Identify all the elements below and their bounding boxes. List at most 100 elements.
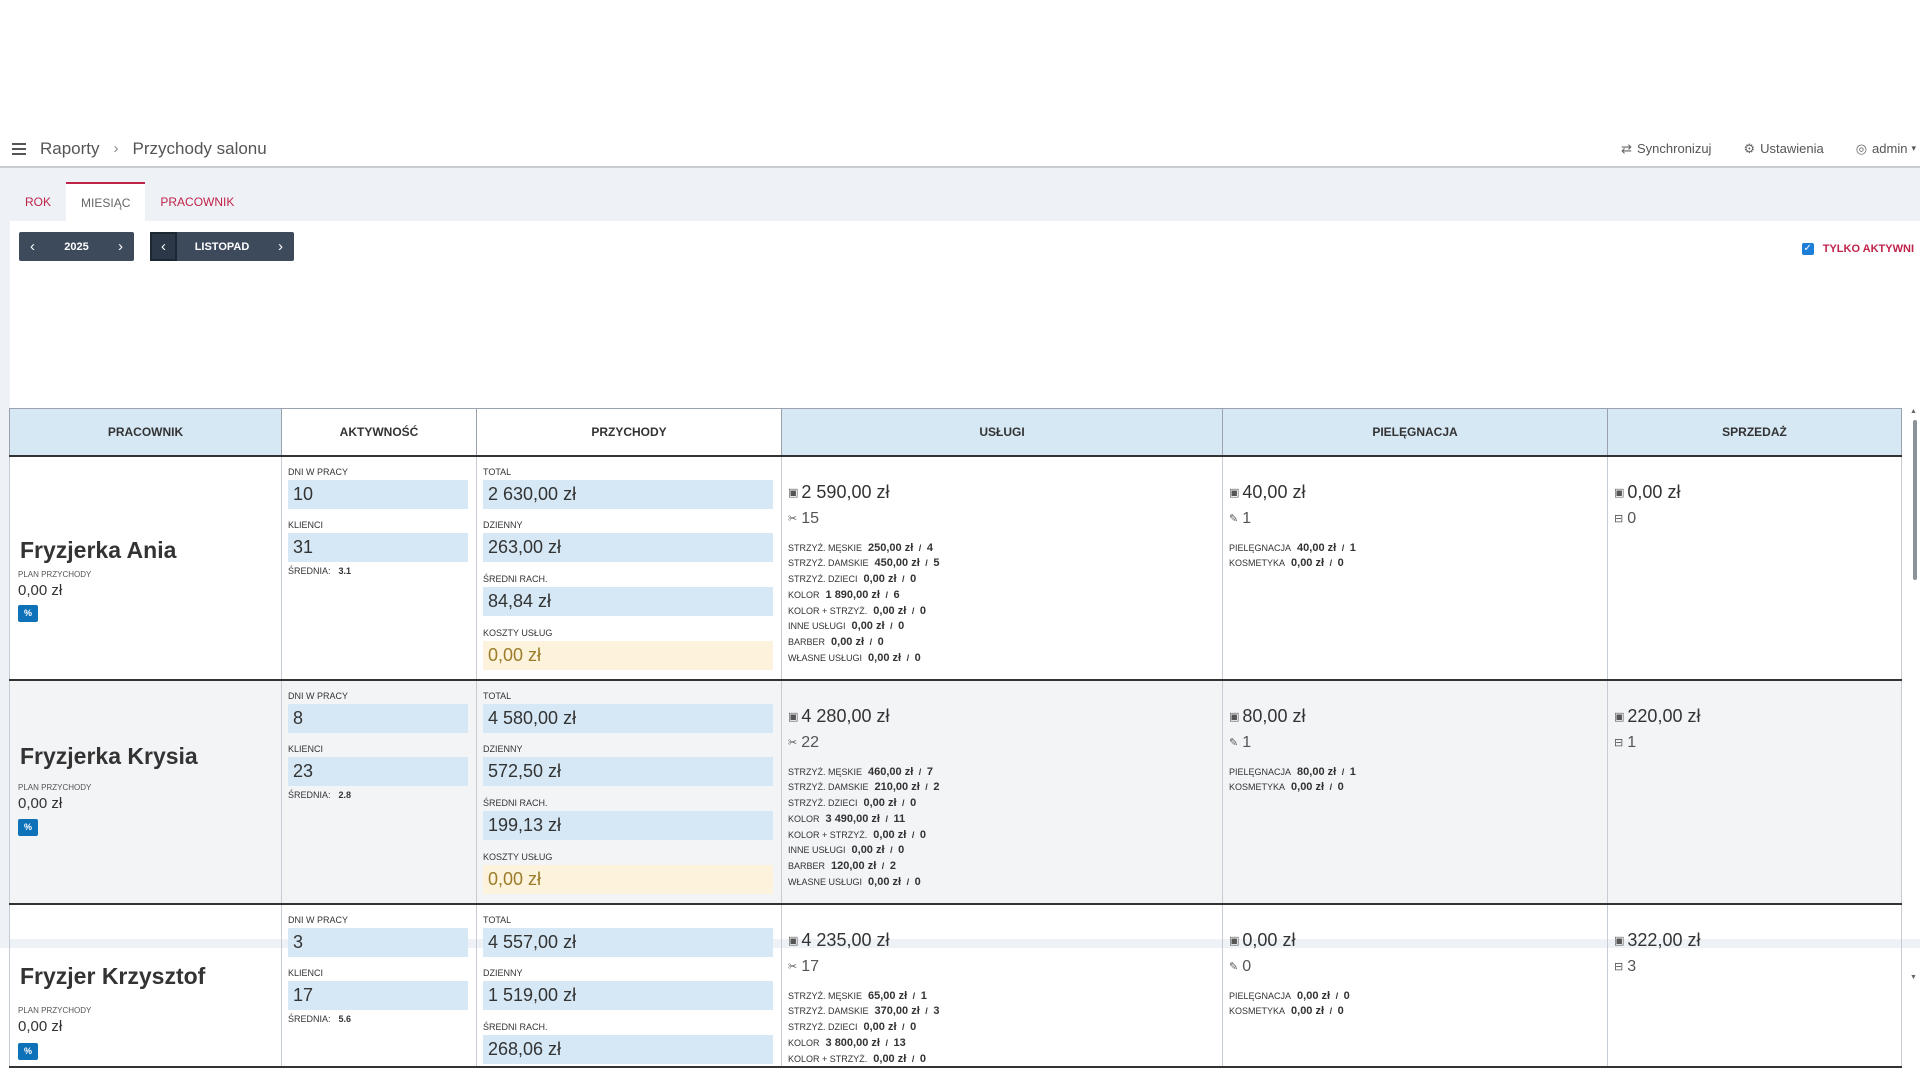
service-line: WŁASNE USŁUGI 0,00 zł / 0: [788, 875, 939, 891]
cost-block: KOSZTY USŁUG 0,00 zł: [483, 628, 773, 670]
services-total: ▣ 2 590,00 zł: [788, 482, 889, 503]
scroll-down-icon[interactable]: ▼: [1910, 974, 1917, 981]
settings-label: Ustawienia: [1760, 141, 1824, 156]
service-line: STRZYŻ. DAMSKIE 450,00 zł / 5: [788, 556, 939, 572]
percent-badge[interactable]: %: [18, 1042, 38, 1060]
clients-label: KLIENCI: [288, 519, 324, 530]
year-next-button[interactable]: ›: [118, 238, 123, 255]
service-line: STRZYŻ. DZIECI 0,00 zł / 0: [788, 572, 939, 588]
service-count: 5: [933, 557, 940, 570]
col-header-sales: SPRZEDAŻ: [1607, 408, 1902, 457]
service-count: 0: [919, 1052, 926, 1065]
cost-value: 0,00 zł: [483, 864, 773, 894]
brush-icon: ✎: [1229, 513, 1239, 525]
user-name: admin: [1872, 141, 1908, 156]
service-count: 2: [889, 860, 896, 873]
care-total-value: 80,00 zł: [1242, 705, 1306, 726]
sync-button[interactable]: ⇄ Synchronizuj: [1621, 141, 1711, 157]
service-count: 11: [893, 812, 906, 825]
service-count: 0: [910, 573, 917, 586]
sales-count: ⊟ 1: [1614, 734, 1636, 752]
avg-label: ŚREDNIA:: [288, 565, 331, 576]
service-count: 7: [926, 765, 933, 778]
service-line: KOLOR + STRZYŻ. 0,00 zł / 0: [788, 1052, 939, 1066]
care-count: 0: [1337, 1005, 1344, 1018]
clients-block: KLIENCI 31: [288, 520, 468, 562]
service-line: STRZYŻ. MĘSKIE 250,00 zł / 4: [788, 541, 939, 557]
service-amount: 370,00 zł: [874, 1005, 920, 1018]
service-count: 13: [893, 1036, 906, 1049]
services-cell: ▣ 4 280,00 zł ✂ 22 STRZYŻ. MĘSKIE 460,00 zł /…: [781, 679, 1223, 905]
breadcrumb-root[interactable]: Raporty: [40, 138, 100, 158]
scroll-up-icon[interactable]: ▲: [1910, 408, 1917, 415]
service-sep: /: [906, 653, 910, 664]
cost-block: KOSZTY USŁUG 0,00 zł: [483, 852, 773, 894]
tab-pracownik[interactable]: PRACOWNIK: [160, 194, 235, 209]
avg-bill-value: 84,84 zł: [483, 586, 773, 616]
service-name: WŁASNE USŁUGI: [788, 877, 863, 888]
service-amount: 3 490,00 zł: [825, 812, 880, 825]
only-active-filter[interactable]: ✓ TYLKO AKTYWNI: [1801, 243, 1914, 255]
month-label: LISTOPAD: [194, 240, 250, 253]
scrollbar-thumb[interactable]: [1913, 420, 1917, 580]
sales-count-value: 3: [1627, 957, 1637, 975]
sales-cell: ▣ 220,00 zł ⊟ 1: [1607, 679, 1902, 905]
service-name: KOLOR: [788, 813, 820, 824]
service-line: KOLOR 3 490,00 zł / 11: [788, 812, 939, 828]
table-scrollbar[interactable]: ▲ ▼: [1910, 408, 1919, 981]
services-total: ▣ 4 235,00 zł: [788, 930, 889, 951]
care-total-value: 40,00 zł: [1242, 481, 1306, 502]
month-next-button[interactable]: ›: [278, 238, 283, 255]
employee-name[interactable]: Fryzjerka Ania: [20, 536, 177, 563]
sales-count: ⊟ 3: [1614, 958, 1636, 976]
service-count: 0: [877, 636, 884, 649]
service-line: STRZYŻ. MĘSKIE 460,00 zł / 7: [788, 765, 939, 781]
clients-value: 23: [288, 756, 468, 786]
revenue-cell: TOTAL 4 580,00 zł DZIENNY 572,50 zł ŚREDNI R…: [476, 679, 782, 905]
year-prev-button[interactable]: ‹: [30, 238, 35, 255]
service-sep: /: [902, 1022, 905, 1033]
sales-count-value: 1: [1627, 733, 1637, 751]
tab-miesiac[interactable]: MIESIĄC: [66, 182, 146, 221]
percent-badge[interactable]: %: [18, 604, 38, 622]
service-line: INNE USŁUGI 0,00 zł / 0: [788, 843, 939, 859]
percent-badge[interactable]: %: [18, 818, 38, 836]
service-amount: 0,00 zł: [873, 604, 907, 617]
service-name: BARBER: [788, 861, 826, 872]
menu-icon[interactable]: [12, 142, 26, 155]
user-menu[interactable]: ◎ admin ▾: [1856, 141, 1916, 157]
month-prev-button[interactable]: ‹: [150, 232, 177, 261]
cash-icon: ▣: [1229, 486, 1240, 499]
scissors-icon: ✂: [788, 513, 798, 525]
employee-name[interactable]: Fryzjer Krzysztof: [20, 962, 206, 989]
service-amount: 0,00 zł: [863, 1021, 897, 1034]
only-active-checkbox[interactable]: ✓: [1801, 243, 1814, 255]
service-name: STRZYŻ. DZIECI: [788, 1022, 858, 1033]
col-header-activity: AKTYWNOŚĆ: [281, 408, 477, 457]
employee-name[interactable]: Fryzjerka Krysia: [20, 742, 198, 769]
service-count: 0: [919, 604, 926, 617]
services-count-value: 22: [801, 733, 820, 751]
service-amount: 0,00 zł: [863, 573, 897, 586]
breadcrumb-separator: ›: [113, 140, 119, 157]
avg-value: 5.6: [338, 1013, 352, 1024]
service-sep: /: [890, 621, 893, 632]
settings-button[interactable]: ⚙ Ustawienia: [1743, 141, 1823, 157]
basket-icon: ⊟: [1614, 961, 1624, 973]
care-count: 0: [1337, 781, 1344, 794]
care-amount: 0,00 zł: [1297, 989, 1331, 1002]
service-amount: 450,00 zł: [874, 557, 920, 570]
service-line: STRZYŻ. DAMSKIE 370,00 zł / 3: [788, 1004, 939, 1020]
days-label: DNI W PRACY: [288, 914, 349, 925]
avg-label: ŚREDNIA:: [288, 1013, 331, 1024]
sales-count-value: 0: [1627, 509, 1637, 527]
sales-cell: ▣ 0,00 zł ⊟ 0: [1607, 455, 1902, 681]
service-count: 0: [898, 620, 905, 633]
scissors-icon: ✂: [788, 961, 798, 973]
services-total: ▣ 4 280,00 zł: [788, 706, 889, 727]
tab-rok[interactable]: ROK: [25, 194, 52, 209]
service-amount: 0,00 zł: [873, 828, 907, 841]
service-line: STRZYŻ. MĘSKIE 65,00 zł / 1: [788, 989, 939, 1005]
cash-icon: ▣: [1229, 710, 1240, 723]
care-sep: /: [1329, 782, 1333, 793]
